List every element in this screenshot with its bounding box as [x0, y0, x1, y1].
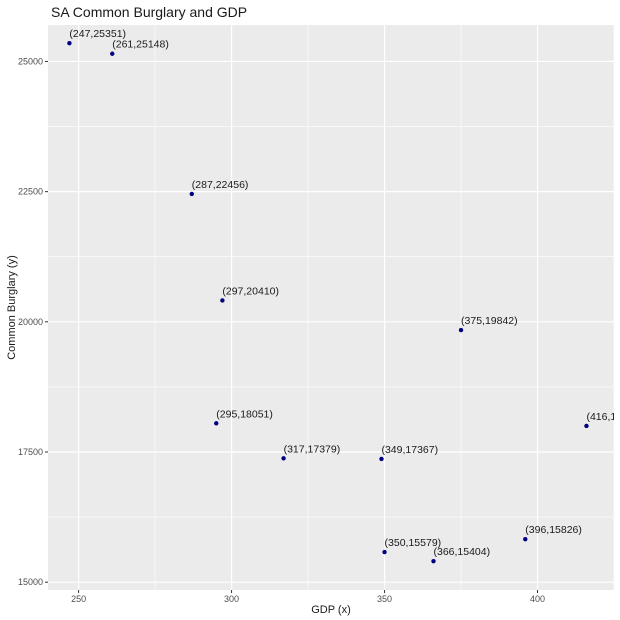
x-tick-label: 350	[377, 594, 392, 604]
x-tick-label: 300	[224, 594, 239, 604]
x-tick-labels: 250 300 350 400	[71, 594, 545, 604]
point-label: (287,22456)	[192, 179, 249, 191]
point-label: (396,15826)	[525, 524, 582, 536]
point-label: (247,25351)	[69, 28, 126, 40]
minor-gridlines	[48, 25, 615, 590]
data-point	[379, 456, 384, 462]
point-label: (317,17379)	[284, 443, 341, 455]
data-point	[281, 456, 286, 461]
points-layer: (247,25351)(261,25148) (287,22456) (297,20…	[67, 28, 620, 564]
data-point	[67, 40, 72, 46]
point-label: (349,17367)	[381, 444, 438, 456]
data-point	[214, 421, 219, 426]
x-axis-title: GDP (x)	[311, 604, 351, 616]
data-point	[382, 549, 387, 555]
y-tick-label: 17500	[18, 447, 43, 457]
y-tick-label: 22500	[18, 187, 43, 197]
data-point	[523, 536, 528, 542]
x-tick-label: 400	[530, 594, 545, 604]
point-label: (375,19842)	[461, 315, 518, 327]
axis-ticks	[45, 60, 539, 593]
point-label: (295,18051)	[216, 408, 273, 420]
data-point	[220, 298, 225, 303]
data-point	[584, 423, 589, 429]
data-point	[110, 51, 115, 56]
point-label: (416,18000)	[586, 411, 620, 423]
y-axis-title: Common Burglary (y)	[6, 255, 18, 360]
plot-panel	[48, 25, 614, 590]
point-label: (366,15404)	[433, 546, 490, 558]
point-label: (350,15579)	[385, 537, 442, 549]
major-gridlines	[48, 25, 614, 590]
data-point	[431, 558, 436, 564]
chart-title: SA Common Burglary and GDP	[51, 4, 247, 20]
y-tick-label: 25000	[18, 56, 43, 66]
y-tick-label: 15000	[18, 577, 43, 587]
point-label: (261,25148)	[112, 39, 169, 51]
y-tick-label: 20000	[18, 317, 43, 327]
data-point	[189, 191, 194, 197]
data-point	[458, 327, 464, 333]
point-label: (297,20410)	[222, 285, 279, 297]
x-tick-label: 250	[71, 594, 86, 604]
y-tick-labels: 15000 17500 20000 22500 25000	[18, 56, 43, 587]
